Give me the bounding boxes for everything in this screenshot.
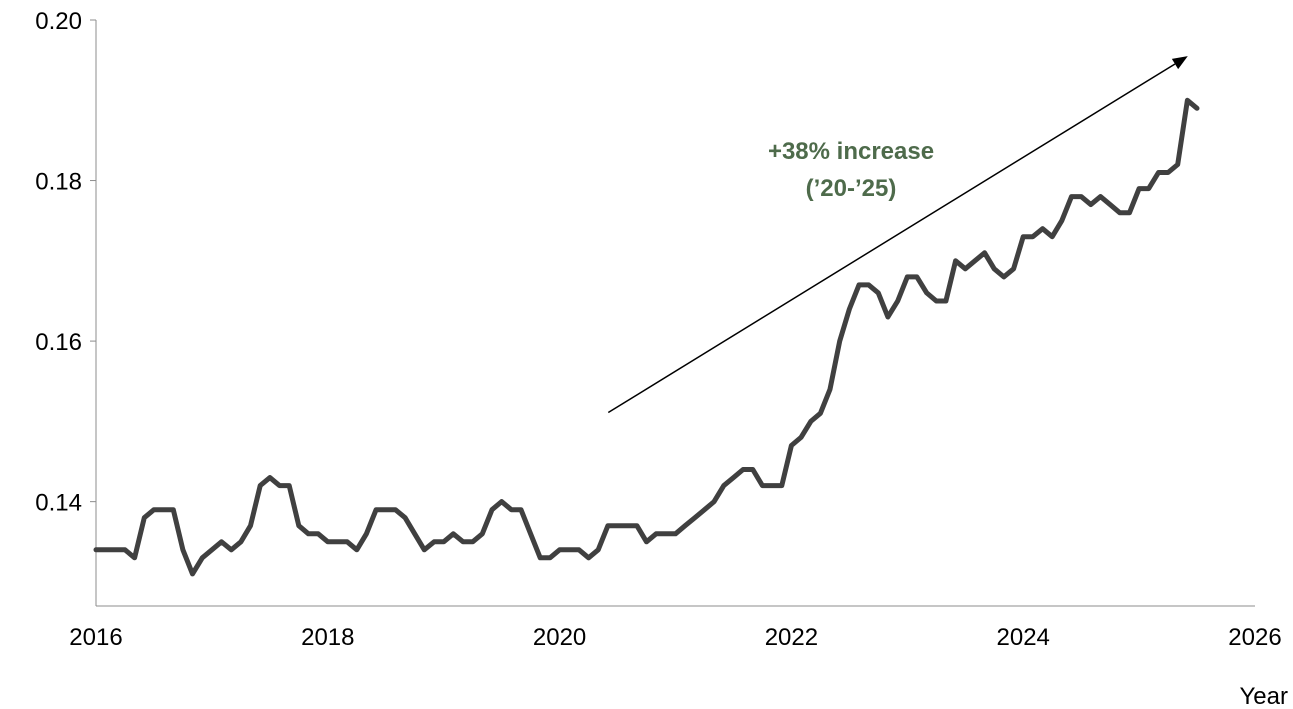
trend-arrow-head [1171, 56, 1188, 70]
x-tick-label: 2024 [997, 624, 1050, 651]
annotation-group: +38% increase (’20-’25) [607, 56, 1188, 414]
series-line-0 [93, 97, 1200, 577]
x-tick-label: 2020 [533, 624, 586, 651]
y-tick-label: 0.16 [35, 329, 82, 356]
annotation-label-line2: (’20-’25) [806, 175, 897, 202]
x-axis-title: Year [1240, 683, 1289, 709]
x-tick-label: 2026 [1228, 624, 1281, 651]
axes [90, 19, 1255, 607]
x-tick-label: 2022 [765, 624, 818, 651]
series-group [93, 97, 1200, 577]
y-tick-label: 0.14 [35, 490, 82, 517]
x-tick-label: 2016 [69, 624, 122, 651]
y-tick-label: 0.18 [35, 169, 82, 196]
tick-labels: 0.14 0.16 0.18 0.20 2016 2018 2020 2022 2024 2026 [35, 8, 1281, 651]
trend-arrow-line [607, 63, 1176, 414]
annotation-label-line1: +38% increase [768, 138, 934, 165]
y-tick-label: 0.20 [35, 8, 82, 35]
x-tick-label: 2018 [301, 624, 354, 651]
